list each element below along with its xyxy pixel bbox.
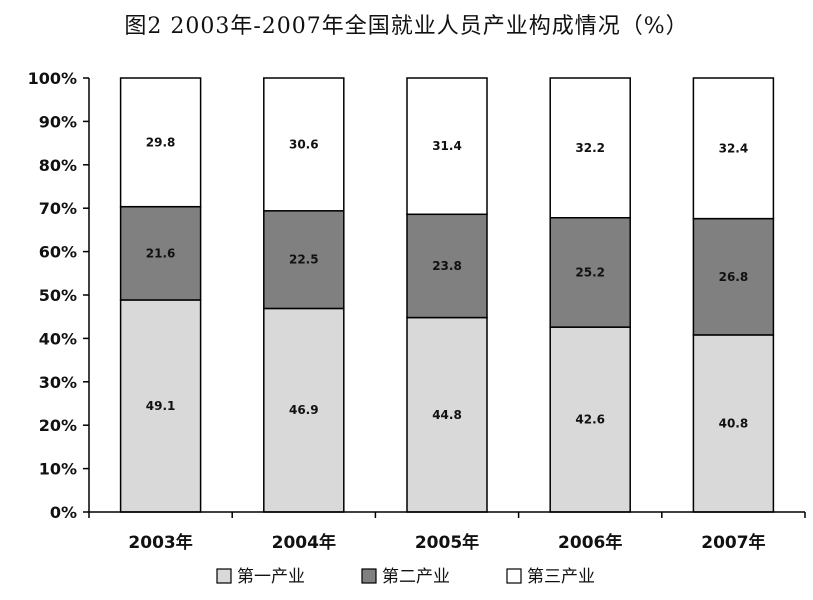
data-label: 21.6: [146, 246, 176, 260]
data-label: 44.8: [432, 408, 462, 422]
y-tick-label: 30%: [39, 373, 77, 392]
legend-label: 第三产业: [527, 567, 595, 587]
y-tick-label: 20%: [39, 416, 77, 435]
legend: 第一产业 第二产业 第三产业: [217, 567, 595, 587]
legend-label: 第二产业: [382, 567, 450, 587]
legend-label: 第一产业: [237, 567, 305, 587]
y-tick-label: 90%: [39, 112, 77, 131]
x-category-label: 2003年: [128, 532, 192, 553]
data-label: 30.6: [289, 137, 319, 151]
data-label: 23.8: [432, 259, 462, 273]
y-tick-label: 70%: [39, 199, 77, 218]
data-label: 40.8: [719, 416, 749, 430]
data-label: 25.2: [575, 265, 605, 279]
x-category-label: 2006年: [558, 532, 622, 553]
data-label: 32.4: [719, 141, 749, 155]
y-tick-label: 40%: [39, 329, 77, 348]
x-axis-categories: 2003年 2004年 2005年 2006年 2007年: [128, 532, 765, 553]
legend-swatch: [507, 569, 521, 583]
y-tick-label: 10%: [39, 460, 77, 479]
data-label: 22.5: [289, 253, 319, 267]
data-label: 26.8: [719, 270, 749, 284]
data-label: 42.6: [575, 413, 605, 427]
legend-swatch: [217, 569, 231, 583]
data-label: 46.9: [289, 403, 319, 417]
x-category-label: 2005年: [415, 532, 479, 553]
data-label: 29.8: [146, 135, 176, 149]
y-tick-label: 60%: [39, 243, 77, 262]
data-label: 49.1: [146, 399, 176, 413]
y-axis-ticks: 0% 10% 20% 30% 40% 50% 60% 70% 80% 90% 100%: [28, 69, 89, 522]
y-tick-label: 50%: [39, 286, 77, 305]
y-tick-label: 0%: [50, 503, 77, 522]
legend-swatch: [362, 569, 376, 583]
data-label: 31.4: [432, 139, 462, 153]
data-label: 32.2: [575, 141, 605, 155]
y-tick-label: 100%: [28, 69, 77, 88]
x-category-label: 2007年: [701, 532, 765, 553]
y-tick-label: 80%: [39, 156, 77, 175]
x-category-label: 2004年: [272, 532, 336, 553]
